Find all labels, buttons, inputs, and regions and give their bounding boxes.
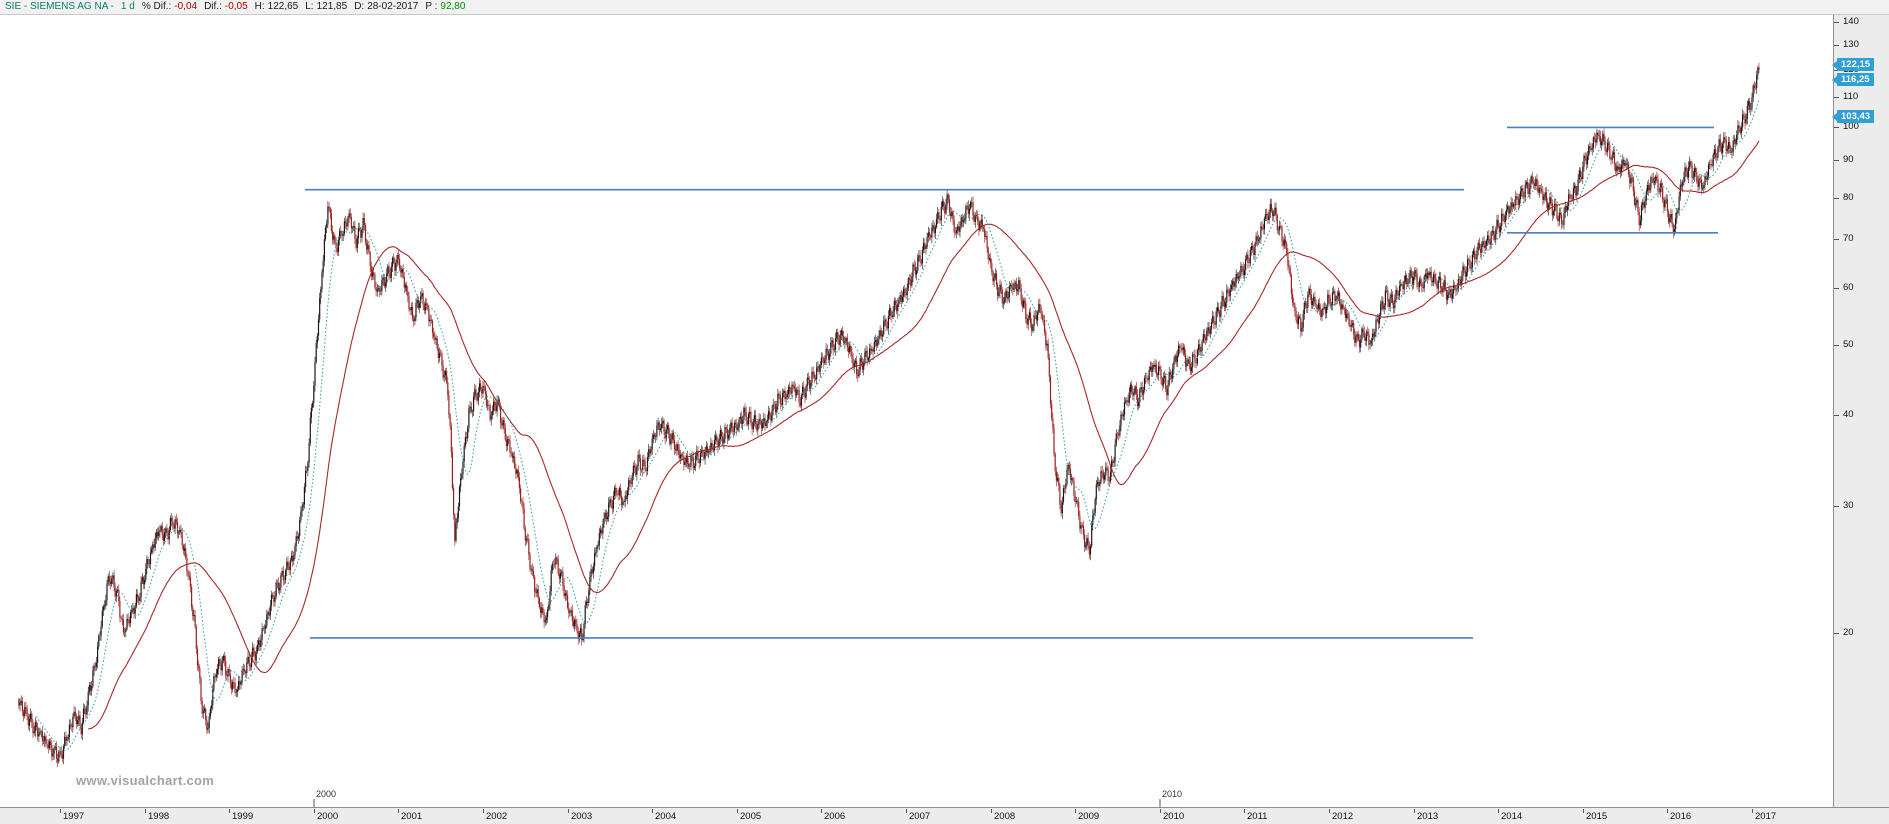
year-tick-label: 2016	[1670, 811, 1692, 822]
year-tick-mark	[314, 809, 315, 813]
price-tick-mark	[1834, 45, 1839, 46]
year-tick-mark	[1414, 809, 1415, 813]
pct-dif-label: % Dif.:	[141, 1, 172, 12]
year-tick-label: 1999	[232, 811, 254, 822]
year-tick-mark	[1075, 809, 1076, 813]
year-tick-label: 2000	[317, 811, 339, 822]
avg-label: P :	[425, 1, 438, 12]
price-tag: 116,25	[1832, 73, 1874, 86]
price-tick-label: 50	[1843, 339, 1854, 350]
year-tick-label: 2007	[909, 811, 931, 822]
watermark: www.visualchart.com	[76, 773, 215, 788]
price-tick-mark	[1834, 198, 1839, 199]
year-tick-label: 2004	[655, 811, 677, 822]
low-value: 121,85	[316, 1, 348, 12]
candles-down-wicks	[18, 62, 1760, 768]
year-tick-label: 1998	[148, 811, 170, 822]
price-tick-mark	[1834, 70, 1839, 71]
price-tick-mark	[1834, 22, 1839, 23]
price-tick-label: 70	[1843, 233, 1854, 244]
price-tick-mark	[1834, 160, 1839, 161]
year-tick-label: 2008	[994, 811, 1016, 822]
quote-header: SIE - SIEMENS AG NA - 1 d % Dif.: -0,04 Dif.…	[0, 0, 1889, 15]
slow-moving-average-line	[88, 140, 1760, 730]
high-label: H:	[254, 1, 265, 12]
price-tag: 122,15	[1831, 58, 1875, 71]
price-tick-label: 130	[1843, 39, 1859, 50]
year-tick-mark	[737, 809, 738, 813]
year-tick-label: 2011	[1247, 811, 1268, 822]
price-tick-label: 110	[1843, 91, 1859, 102]
year-tick-label: 2006	[824, 811, 846, 822]
year-tick-label: 2012	[1332, 811, 1354, 822]
date-label: D:	[354, 1, 365, 12]
year-tick-label: 2003	[571, 811, 593, 822]
year-tick-mark	[1244, 809, 1245, 813]
year-tick-label: 2015	[1586, 811, 1608, 822]
price-tick-mark	[1834, 288, 1839, 289]
year-tick-mark	[483, 809, 484, 813]
avg-value: 92,80	[440, 1, 466, 12]
price-tag: 103,43	[1831, 110, 1875, 123]
price-tick-label: 80	[1843, 192, 1854, 203]
year-tick-mark	[652, 809, 653, 813]
decade-label: 2010	[1162, 789, 1182, 799]
decade-label: 2000	[316, 789, 336, 799]
price-tick-label: 20	[1843, 627, 1854, 638]
year-tick-mark	[398, 809, 399, 813]
candles-down-bodies	[18, 67, 1760, 762]
year-tick-mark	[1583, 809, 1584, 813]
year-tick-label: 1997	[63, 811, 85, 822]
pct-dif-value: -0,04	[174, 1, 198, 12]
year-tick-mark	[568, 809, 569, 813]
year-tick-mark	[145, 809, 146, 813]
candles-up-wicks	[19, 65, 1759, 765]
year-tick-mark	[1667, 809, 1668, 813]
dif-value: -0,05	[224, 1, 248, 12]
price-axis[interactable]: 1401301201101009080706050403020122,15116…	[1831, 15, 1889, 807]
year-tick-label: 2017	[1755, 811, 1777, 822]
low-label: L:	[305, 1, 314, 12]
price-tick-label: 60	[1843, 282, 1854, 293]
year-tick-label: 2010	[1163, 811, 1185, 822]
price-tick-mark	[1834, 345, 1839, 346]
year-tick-label: 2002	[486, 811, 508, 822]
fast-moving-average-line	[36, 99, 1760, 752]
price-tick-mark	[1834, 633, 1839, 634]
price-tick-mark	[1834, 127, 1839, 128]
year-tick-mark	[229, 809, 230, 813]
year-tick-label: 2001	[401, 811, 423, 822]
year-tick-label: 2014	[1501, 811, 1523, 822]
price-tick-label: 90	[1843, 154, 1854, 165]
year-tick-label: 2005	[740, 811, 762, 822]
date-value: 28-02-2017	[367, 1, 419, 12]
year-tick-mark	[1498, 809, 1499, 813]
year-tick-mark	[1329, 809, 1330, 813]
candlestick-chart[interactable]: 2000 2010	[0, 15, 1833, 807]
timeframe-label: 1 d	[120, 1, 135, 12]
symbol-title: SIE - SIEMENS AG NA -	[5, 1, 114, 12]
chart-area[interactable]: 2000 2010 www.visualchart.com	[0, 15, 1833, 807]
price-tick-mark	[1834, 97, 1839, 98]
price-tick-label: 140	[1843, 16, 1859, 27]
year-tick-mark	[60, 809, 61, 813]
high-value: 122,65	[267, 1, 299, 12]
price-tick-mark	[1834, 506, 1839, 507]
dif-label: Dif.:	[204, 1, 222, 12]
year-tick-label: 2013	[1417, 811, 1439, 822]
year-tick-mark	[906, 809, 907, 813]
price-tick-label: 30	[1843, 500, 1854, 511]
year-tick-mark	[991, 809, 992, 813]
price-tick-mark	[1834, 415, 1839, 416]
price-tick-mark	[1834, 239, 1839, 240]
time-axis[interactable]: 1997 1998 1999 2000 2001 2002 2003 2004 2005 2006…	[0, 807, 1889, 824]
year-tick-mark	[821, 809, 822, 813]
year-tick-mark	[1752, 809, 1753, 813]
candles-up-bodies	[19, 67, 1759, 762]
year-tick-mark	[1160, 809, 1161, 813]
price-tick-label: 40	[1843, 409, 1854, 420]
price-tick-label: 100	[1843, 121, 1859, 132]
year-tick-label: 2009	[1078, 811, 1100, 822]
